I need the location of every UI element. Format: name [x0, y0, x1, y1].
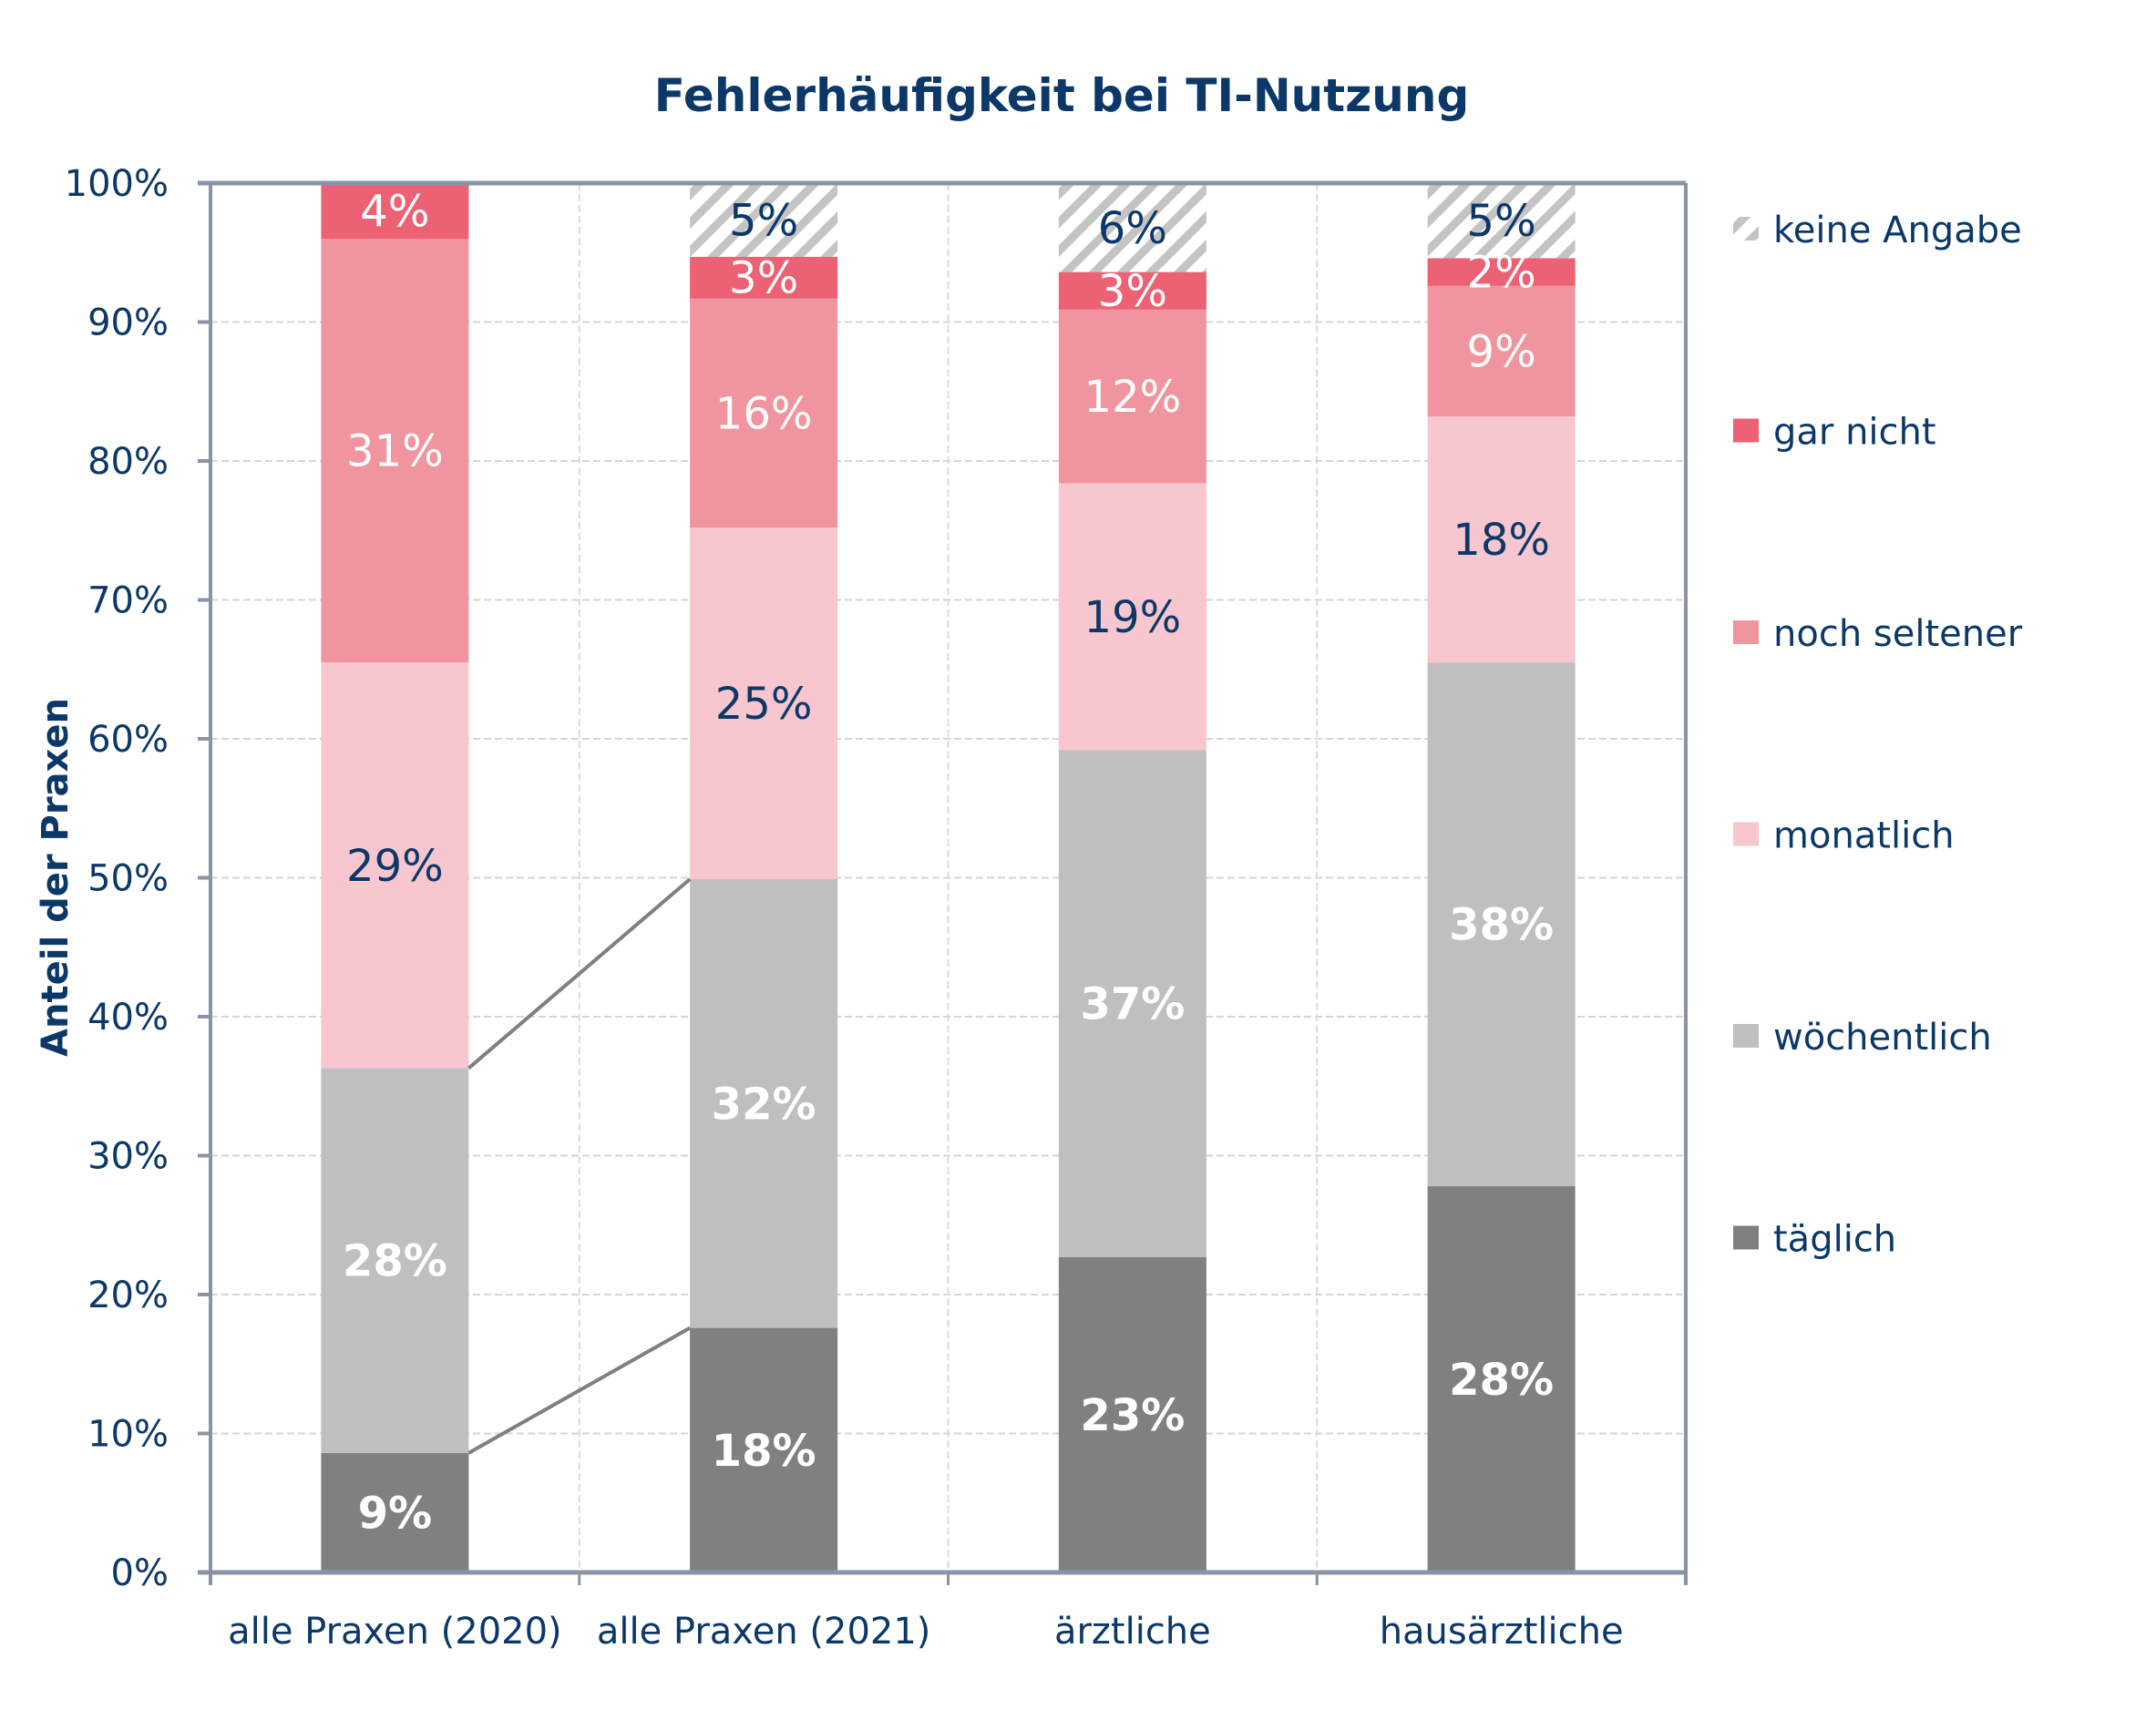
data-label: 2%	[1467, 248, 1536, 299]
bar-segment-noch-seltener	[1058, 309, 1206, 484]
bar-segment-keine-angabe	[690, 183, 838, 257]
bar-segment-monatlich	[1427, 416, 1576, 663]
data-label: 18%	[1453, 515, 1550, 566]
x-tick-labels: alle Praxen (2020) alle Praxen (2021) ärzt…	[228, 1611, 1623, 1653]
data-label: 28%	[1449, 1355, 1554, 1406]
bar-segment-gar-nicht	[1427, 258, 1576, 286]
bar-segment-täglich	[690, 1327, 838, 1572]
y-tick-labels: 0% 10% 20% 30% 40% 50% 60% 70% 80% 90% 100%	[65, 163, 169, 1594]
legend-swatch	[1733, 620, 1759, 644]
y-tick-label: 60%	[87, 719, 169, 761]
legend-label: gar nicht	[1773, 412, 1936, 454]
legend-label: keine Angabe	[1773, 210, 2022, 251]
y-tick-label: 10%	[87, 1414, 169, 1456]
data-label: 29%	[346, 841, 444, 892]
bar-segment-keine-angabe	[1427, 183, 1576, 259]
bar-segment-noch-seltener	[690, 298, 838, 528]
chart-title: Fehlerhäufigkeit bei TI-Nutzung	[654, 69, 1470, 122]
x-tick-label: alle Praxen (2021)	[597, 1611, 931, 1653]
bar-segment-wöchentlich	[1427, 662, 1576, 1187]
data-label: 4%	[360, 187, 429, 238]
legend-label: wöchentlich	[1773, 1017, 1992, 1059]
bar-segment-täglich	[1427, 1186, 1576, 1572]
data-label: 19%	[1084, 592, 1182, 643]
data-label: 9%	[358, 1488, 433, 1539]
bar-segment-wöchentlich	[690, 879, 838, 1328]
data-label: 31%	[346, 426, 444, 477]
legend-swatch	[1733, 1225, 1759, 1250]
legend-item: gar nicht	[1733, 412, 1936, 454]
legend-swatch	[1733, 1024, 1759, 1048]
legend-item: täglich	[1733, 1219, 1896, 1261]
bars	[321, 183, 1576, 1572]
legend-swatch	[1733, 217, 1759, 241]
legend-swatch	[1733, 822, 1759, 846]
data-label: 3%	[729, 253, 798, 304]
connector-line	[467, 1326, 692, 1455]
data-label: 3%	[1098, 266, 1167, 317]
legend-label: monatlich	[1773, 815, 1955, 857]
connector-lines	[467, 877, 692, 1455]
data-label: 12%	[1084, 372, 1182, 423]
data-label: 38%	[1449, 900, 1554, 951]
bar-segment-gar-nicht	[321, 183, 469, 239]
bar-segment-gar-nicht	[1058, 271, 1206, 310]
bar-segment-täglich	[1058, 1256, 1206, 1572]
legend: keine Angabe gar nicht noch seltener monatl…	[1733, 210, 2023, 1261]
legend-label: täglich	[1773, 1219, 1896, 1261]
bar-segment-gar-nicht	[690, 256, 838, 299]
y-axis-label: Anteil der Praxen	[35, 698, 77, 1057]
data-label: 28%	[343, 1236, 447, 1287]
x-tick-label: ärztliche	[1054, 1611, 1211, 1653]
data-label: 16%	[715, 388, 813, 439]
bar-segment-monatlich	[1058, 483, 1206, 751]
data-label: 25%	[715, 679, 813, 730]
bar-segment-noch-seltener	[1427, 285, 1576, 417]
data-label: 6%	[1098, 203, 1167, 254]
bar-segment-täglich	[321, 1452, 469, 1572]
data-label: 32%	[712, 1079, 816, 1130]
y-tick-label: 80%	[87, 441, 169, 483]
y-tick-label: 30%	[87, 1136, 169, 1178]
y-tick-label: 20%	[87, 1275, 169, 1316]
x-tick-label: alle Praxen (2020)	[228, 1611, 562, 1653]
x-tick-label: hausärztliche	[1380, 1611, 1624, 1653]
legend-item: wöchentlich	[1733, 1017, 1992, 1059]
data-labels: 9% 28% 29% 31% 4% 18% 32% 25% 16% 3% 5% 23% 37% 19% 12…	[343, 187, 1554, 1540]
y-tick-label: 0%	[111, 1552, 169, 1594]
connector-line	[467, 877, 692, 1070]
legend-label: noch seltener	[1773, 613, 2023, 655]
data-label: 5%	[1467, 196, 1536, 247]
data-label: 18%	[712, 1426, 816, 1477]
y-tick-label: 100%	[65, 163, 169, 205]
legend-item: monatlich	[1733, 815, 1955, 857]
y-tick-label: 50%	[87, 858, 169, 900]
data-label: 37%	[1080, 979, 1185, 1030]
legend-item: keine Angabe	[1733, 210, 2022, 251]
bar-segment-wöchentlich	[321, 1068, 469, 1453]
y-tick-label: 70%	[87, 580, 169, 622]
bar-segment-monatlich	[690, 527, 838, 880]
bar-segment-keine-angabe	[1058, 183, 1206, 272]
data-label: 5%	[729, 195, 798, 246]
data-label: 9%	[1467, 327, 1536, 378]
data-label: 23%	[1080, 1390, 1185, 1441]
y-tick-label: 40%	[87, 997, 169, 1039]
bar-segment-wöchentlich	[1058, 750, 1206, 1257]
legend-swatch	[1733, 418, 1759, 443]
bar-segment-monatlich	[321, 662, 469, 1069]
y-tick-label: 90%	[87, 302, 169, 344]
axes	[198, 180, 1688, 1585]
legend-item: noch seltener	[1733, 613, 2023, 655]
bar-segment-noch-seltener	[321, 239, 469, 663]
